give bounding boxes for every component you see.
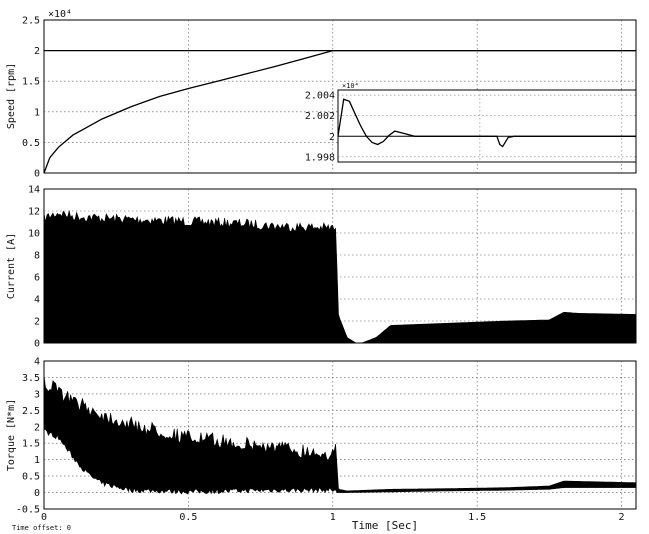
current-y-tick-label: 2 [34,317,40,328]
speed-inset-frame [337,89,637,163]
torque-x-ticks: 0 0.5 1 1.5 2 [41,512,625,523]
speed-y-tick-label: 1.5 [22,77,40,88]
speed-inset-y-ticks: 2.004 2.002 2 1.998 [305,91,335,164]
speed-inset-series [337,98,636,148]
torque-x-tick-label: 0.5 [179,512,197,523]
speed-inset: 2.004 2.002 2 1.998 ×10⁴ [305,82,637,164]
speed-y-ticks: 0 0.5 1 1.5 2 2.5 [22,16,40,180]
current-panel: 0 2 4 6 8 10 12 14 Current [A] [6,185,637,350]
torque-x-tick-label: 1 [330,512,336,523]
speed-inset-y-tick-label: 2.004 [305,91,335,102]
torque-panel: -0.500.511.522.533.54 0 0.5 1 1.5 2 Torque [… [6,357,637,532]
torque-y-tick-label: 0 [34,488,40,499]
speed-y-tick-label: 0 [34,169,40,180]
torque-y-tick-label: 1 [34,455,40,466]
torque-y-tick-label: 0.5 [22,472,40,483]
speed-y-exponent: ×10⁴ [48,9,72,20]
speed-series [43,49,636,174]
current-y-tick-label: 0 [34,339,40,350]
time-offset-footnote: Time offset: 0 [12,524,71,532]
current-y-tick-label: 14 [28,185,40,196]
speed-inset-y-tick-label: 2 [329,132,335,143]
speed-inset-y-tick-label: 2.002 [305,111,335,122]
torque-y-tick-label: 4 [34,357,40,368]
torque-y-tick-label: 2.5 [22,406,40,417]
speed-inset-y-tick-label: 1.998 [305,152,335,163]
torque-y-axis-label: Torque [N*m] [6,399,17,471]
speed-y-tick-label: 1 [34,107,40,118]
speed-y-tick-label: 2.5 [22,16,40,27]
current-y-tick-label: 10 [28,229,40,240]
speed-inset-y-exponent: ×10⁴ [342,82,359,90]
current-y-axis-label: Current [A] [6,233,17,299]
torque-y-tick-label: 3.5 [22,373,40,384]
speed-y-tick-label: 2 [34,46,40,57]
current-y-tick-label: 6 [34,273,40,284]
torque-y-tick-label: 1.5 [22,439,40,450]
torque-band-area [43,375,637,495]
speed-inset-series-line-0 [337,98,636,148]
torque-y-tick-label: -0.5 [16,505,40,516]
torque-y-ticks: -0.5 0 0.5 1 1.5 2 2.5 3 3.5 4 [16,357,40,516]
speed-panel: 0 0.5 1 1.5 2 2.5 ×10⁴ Speed [rpm] 2.004 2.002… [6,9,637,180]
current-y-ticks: 0 2 4 6 8 10 12 14 [28,185,40,350]
speed-y-axis-label: Speed [rpm] [6,63,17,129]
current-series [43,210,637,344]
current-y-tick-label: 8 [34,251,40,262]
torque-y-tick-label: 3 [34,389,40,400]
current-y-tick-label: 4 [34,295,40,306]
torque-y-tick-label: 2 [34,422,40,433]
torque-x-tick-label: 2 [619,512,625,523]
speed-y-tick-label: 0.5 [22,138,40,149]
torque-x-tick-label: 1.5 [468,512,486,523]
torque-series [43,375,637,495]
speed-series-line-0 [43,49,636,174]
torque-x-axis-label: Time [Sec] [352,519,418,532]
torque-x-tick-label: 0 [41,512,47,523]
current-y-tick-label: 12 [28,207,40,218]
current-envelope-area [43,210,637,344]
